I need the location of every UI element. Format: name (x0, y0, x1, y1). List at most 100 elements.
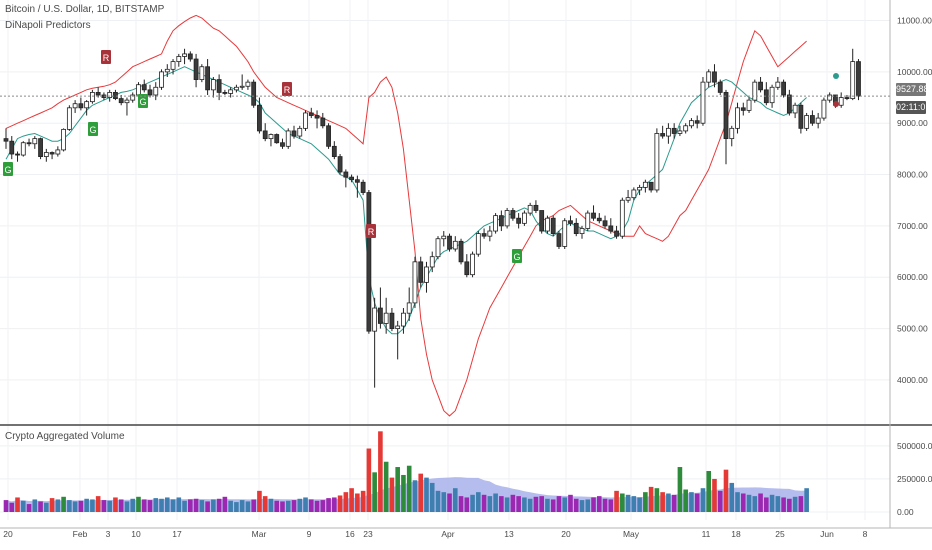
candle-body (516, 217, 522, 224)
candle-body (199, 66, 205, 80)
candle-body (331, 145, 337, 157)
volume-bar (90, 499, 95, 512)
candle-body (372, 307, 378, 332)
candle-body (792, 104, 798, 114)
volume-bar (556, 496, 562, 512)
candle-body (539, 210, 545, 232)
candle-body (72, 103, 78, 109)
volume-bar (49, 498, 55, 512)
volume-bar (337, 495, 343, 512)
lower-dinapoli-line (5, 66, 807, 335)
volume-bar (228, 500, 233, 512)
candle-body (38, 138, 43, 157)
candle-body (78, 103, 84, 109)
candle-body (210, 79, 216, 91)
volume-bar (38, 501, 43, 512)
volume-bar (424, 477, 429, 512)
volume-bar (654, 488, 660, 512)
candle-body (844, 97, 850, 99)
volume-bar (153, 498, 159, 512)
volume-bar (700, 488, 706, 512)
candle-body (545, 217, 550, 232)
candle-body (591, 212, 596, 219)
lower-line-path (5, 66, 807, 335)
candle-body (412, 261, 418, 304)
signal-marker-label: R (103, 53, 110, 63)
volume-bar (274, 500, 280, 512)
candle-body (642, 181, 648, 188)
candle-body (522, 212, 527, 224)
candle-body (164, 68, 170, 73)
candle-body (308, 112, 314, 116)
volume-bar (499, 496, 504, 512)
volume-bar (378, 431, 383, 512)
candle-body (251, 81, 257, 106)
volume-bar (280, 501, 285, 512)
candle-body (285, 130, 291, 147)
candle-body (176, 56, 182, 63)
candle-body (107, 92, 113, 98)
volume-bar (124, 501, 130, 512)
candle-body (113, 92, 118, 99)
volume-bar (303, 497, 308, 512)
volume-bar (798, 496, 804, 512)
volume-bar (67, 500, 72, 512)
date-tick-label: 18 (731, 529, 741, 539)
volume-bar (130, 498, 136, 512)
volume-bar (222, 496, 228, 512)
volume-bar (401, 474, 406, 512)
candle-body (838, 97, 844, 106)
candle-body (136, 84, 141, 96)
volume-bar (625, 494, 631, 512)
volume-bar (775, 496, 781, 512)
candle-body (810, 115, 815, 124)
candle-body (666, 127, 671, 137)
volume-bar (372, 472, 377, 512)
candle-body (303, 112, 308, 129)
volume-bar (245, 501, 251, 512)
candle-body (216, 79, 222, 93)
candle-body (55, 149, 61, 155)
volume-bar (239, 500, 245, 512)
volume-bar (573, 498, 579, 512)
candle-body (159, 71, 164, 88)
volume-bar (216, 498, 222, 512)
candle-body (314, 115, 320, 119)
volume-title: Crypto Aggregated Volume (5, 431, 125, 442)
volume-bar (251, 499, 256, 512)
signal-marker-label: G (139, 97, 146, 107)
candle-body (222, 92, 228, 94)
date-tick-label: Feb (73, 529, 88, 539)
volume-bar (717, 490, 723, 512)
volume-bar (804, 488, 809, 512)
volume-bar (723, 469, 729, 512)
candle-body (429, 256, 435, 268)
candle-body (619, 199, 625, 237)
volume-bar (585, 499, 591, 512)
volume-bar (545, 498, 550, 512)
volume-bar (602, 498, 608, 512)
candle-body (677, 130, 683, 134)
volume-bar (579, 500, 585, 512)
date-tick-label: 20 (3, 529, 13, 539)
price-tick-label: 8000.00 (897, 170, 928, 180)
candle-body (182, 53, 187, 57)
candle-body (654, 133, 660, 191)
date-tick-label: Apr (441, 529, 454, 539)
volume-bar (522, 497, 527, 512)
candle-body (395, 325, 401, 329)
volume-bar (55, 499, 61, 512)
candle-body (625, 197, 631, 201)
candle-body (205, 66, 211, 91)
volume-bar (159, 498, 164, 512)
volume-bar (752, 496, 758, 512)
candle-body (326, 125, 331, 147)
volume-bar (188, 499, 193, 512)
volume-bar (550, 499, 556, 512)
candle-body (671, 127, 677, 134)
volume-bar (164, 497, 170, 512)
candle-body (781, 81, 786, 96)
volume-bar (199, 500, 205, 512)
price-tick-label: 9000.00 (897, 118, 928, 128)
candle-body (579, 228, 585, 235)
